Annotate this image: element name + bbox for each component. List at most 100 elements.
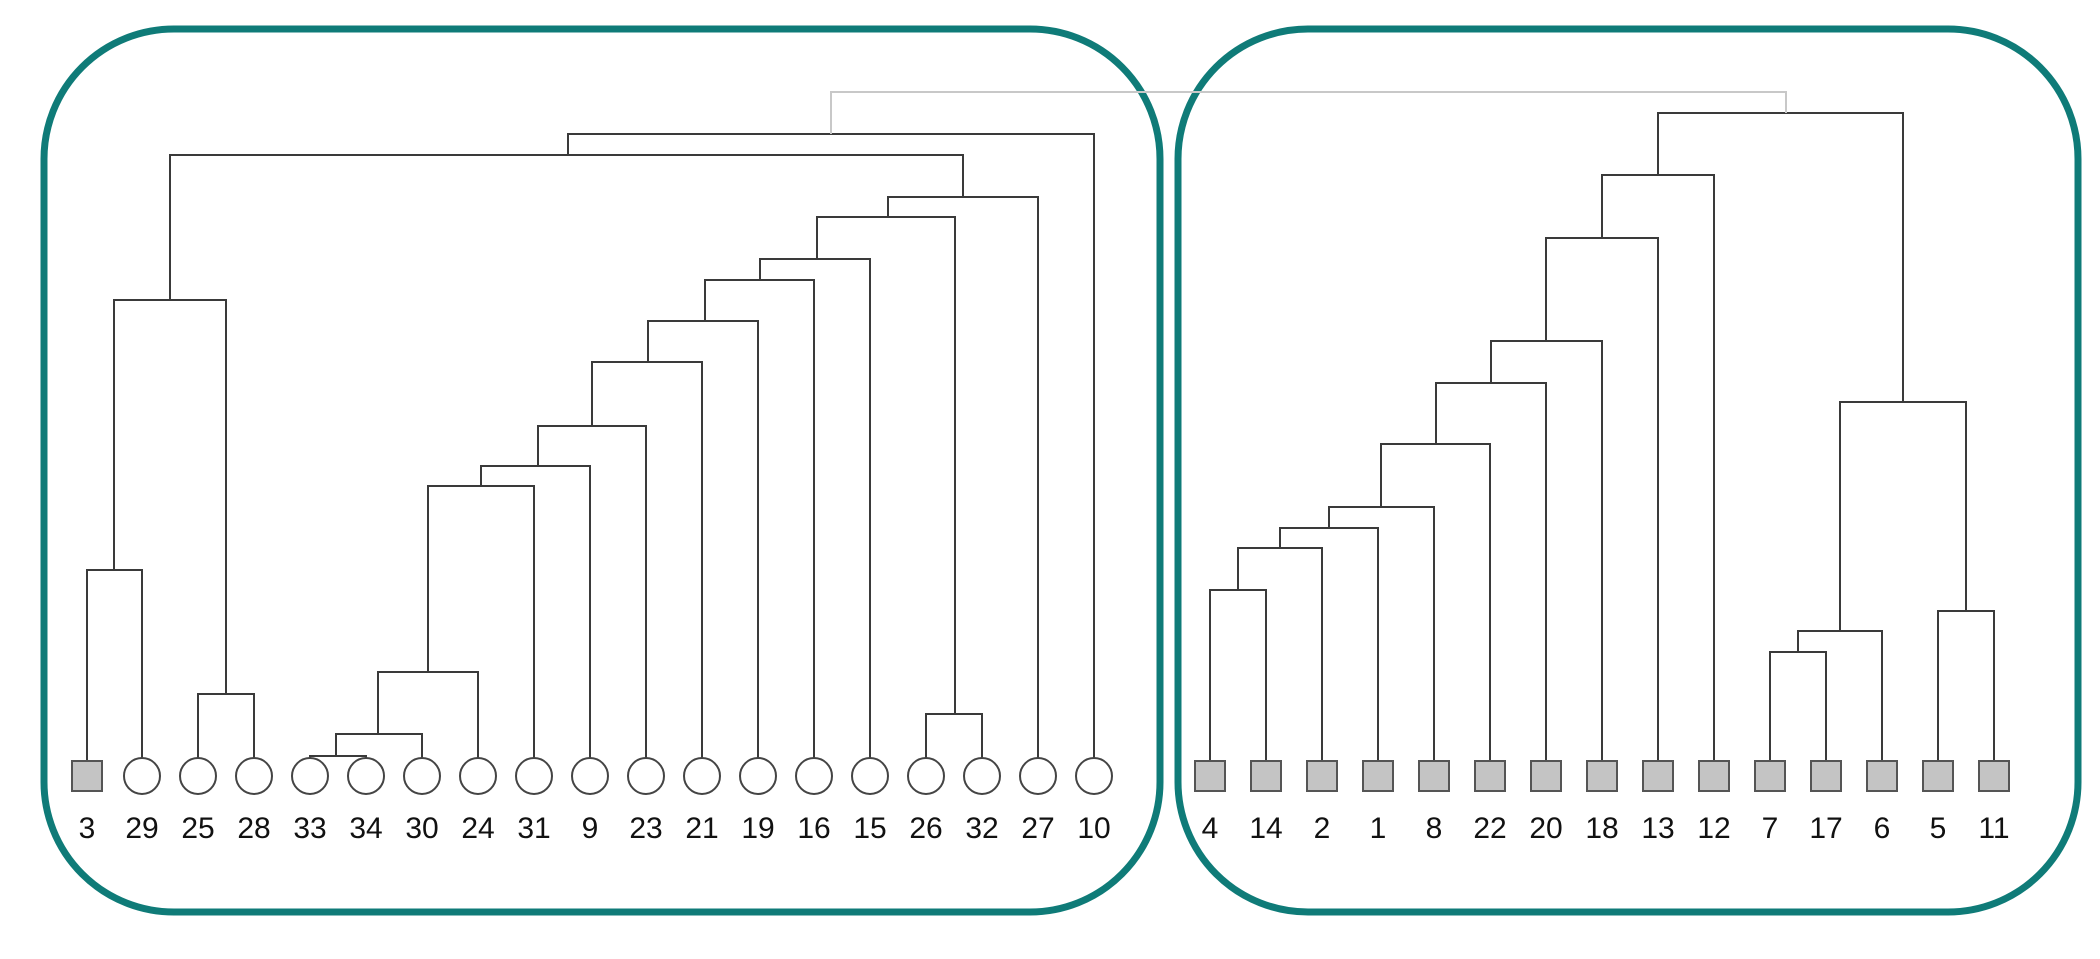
dendrogram-branch — [1209, 589, 1267, 761]
dendrogram-branch — [169, 154, 964, 300]
leaf-square-node — [1418, 760, 1450, 792]
leaf-label: 9 — [582, 812, 599, 845]
leaf-label: 6 — [1874, 812, 1891, 845]
leaf-square-node — [1810, 760, 1842, 792]
leaf-circle-node — [459, 757, 497, 795]
dendrogram-branch — [113, 299, 227, 694]
leaf-square-node — [1586, 760, 1618, 792]
right-cluster-panel — [1174, 25, 2082, 916]
dendrogram-branch — [377, 671, 479, 758]
leaf-circle-node — [795, 757, 833, 795]
leaf-label: 33 — [293, 812, 326, 845]
leaf-nodes: 3 29 25 28 33 34 30 24 31 9 23 21 19 16 15 26 32 27 10 4 14 2… — [71, 757, 2010, 845]
leaf-circle-node — [1019, 757, 1057, 795]
dendrogram-branch — [197, 693, 255, 758]
leaf-label: 1 — [1370, 812, 1387, 845]
leaf-label: 2 — [1314, 812, 1331, 845]
leaf-label: 3 — [79, 812, 96, 845]
leaf-circle-node — [235, 757, 273, 795]
leaf-square-node — [1698, 760, 1730, 792]
dendrogram-branch — [335, 733, 423, 758]
leaf-label: 22 — [1473, 812, 1506, 845]
root-branch — [830, 91, 1787, 134]
dendrogram-branch — [427, 485, 535, 758]
leaf-label: 29 — [125, 812, 158, 845]
leaf-circle-node — [347, 757, 385, 795]
leaf-label: 20 — [1529, 812, 1562, 845]
leaf-circle-node — [515, 757, 553, 795]
dendrogram-branch — [1769, 651, 1827, 761]
leaf-square-node — [1306, 760, 1338, 792]
dendrogram-branch — [816, 216, 956, 714]
leaf-label: 4 — [1202, 812, 1219, 845]
leaf-square-node — [1978, 760, 2010, 792]
leaf-label: 5 — [1930, 812, 1947, 845]
dendrogram-branch — [1797, 630, 1883, 761]
dendrogram-branch — [704, 279, 815, 758]
leaf-circle-node — [403, 757, 441, 795]
leaf-label: 7 — [1762, 812, 1779, 845]
leaf-square-node — [1250, 760, 1282, 792]
dendrogram-branch — [1380, 443, 1491, 761]
dendrogram-branch — [1657, 112, 1904, 402]
leaf-label: 26 — [909, 812, 942, 845]
leaf-label: 19 — [741, 812, 774, 845]
dendrogram-branch — [86, 569, 143, 761]
dendrogram-branch — [759, 258, 871, 758]
leaf-label: 17 — [1809, 812, 1842, 845]
leaf-label: 27 — [1021, 812, 1054, 845]
leaf-square-node — [1922, 760, 1954, 792]
leaf-label: 8 — [1426, 812, 1443, 845]
leaf-circle-node — [907, 757, 945, 795]
leaf-circle-node — [683, 757, 721, 795]
dendrogram-branch — [925, 713, 983, 758]
leaf-label: 32 — [965, 812, 998, 845]
dendrogram-branch — [1937, 610, 1995, 761]
leaf-square-node — [1754, 760, 1786, 792]
dendrogram-branch — [647, 320, 759, 758]
leaf-label: 18 — [1585, 812, 1618, 845]
leaf-square-node — [1866, 760, 1898, 792]
leaf-label: 28 — [237, 812, 270, 845]
leaf-label: 24 — [461, 812, 494, 845]
leaf-label: 15 — [853, 812, 886, 845]
leaf-label: 31 — [517, 812, 550, 845]
dendrogram-branch — [887, 196, 1039, 758]
leaf-label: 30 — [405, 812, 438, 845]
leaf-label: 16 — [797, 812, 830, 845]
leaf-label: 12 — [1697, 812, 1730, 845]
leaf-circle-node — [963, 757, 1001, 795]
leaf-circle-node — [123, 757, 161, 795]
dendrogram-links — [86, 91, 1995, 761]
leaf-square-node — [1642, 760, 1674, 792]
leaf-label: 21 — [685, 812, 718, 845]
leaf-circle-node — [179, 757, 217, 795]
leaf-square-node — [1530, 760, 1562, 792]
leaf-label: 23 — [629, 812, 662, 845]
dendrogram-branch — [480, 465, 591, 758]
leaf-label: 10 — [1077, 812, 1110, 845]
dendrogram-branch — [537, 425, 647, 758]
leaf-square-node — [1362, 760, 1394, 792]
leaf-label: 34 — [349, 812, 382, 845]
dendrogram-branch — [309, 755, 367, 758]
dendrogram-branch — [1839, 401, 1967, 631]
leaf-label: 11 — [1978, 812, 2009, 845]
dendrogram-branch — [1328, 506, 1435, 761]
leaf-circle-node — [851, 757, 889, 795]
leaf-label: 14 — [1249, 812, 1282, 845]
left-cluster-panel — [40, 25, 1164, 916]
leaf-square-node — [1474, 760, 1506, 792]
leaf-square-node — [71, 760, 103, 792]
leaf-label: 25 — [181, 812, 214, 845]
dendrogram-branch — [1237, 547, 1323, 761]
leaf-circle-node — [291, 757, 329, 795]
leaf-circle-node — [739, 757, 777, 795]
dendrogram-branch — [1279, 527, 1379, 761]
leaf-square-node — [1194, 760, 1226, 792]
leaf-label: 13 — [1641, 812, 1674, 845]
leaf-circle-node — [571, 757, 609, 795]
leaf-circle-node — [1075, 757, 1113, 795]
